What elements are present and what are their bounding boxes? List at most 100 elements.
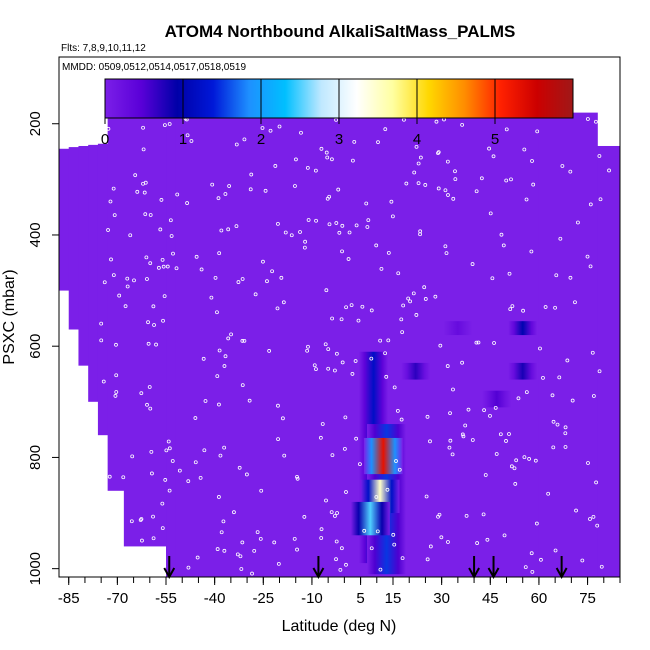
sample-dot xyxy=(162,294,167,299)
sample-dot xyxy=(238,554,243,559)
sample-dot xyxy=(240,383,245,388)
sample-dot xyxy=(174,266,179,271)
colorbar-tick-label-5: 5 xyxy=(491,131,499,148)
sample-dot xyxy=(588,264,593,269)
sample-dot xyxy=(433,294,438,299)
sample-dot xyxy=(170,459,175,463)
sample-dot xyxy=(482,408,486,413)
sample-dot xyxy=(563,445,568,449)
sample-dot xyxy=(554,273,559,278)
sample-dot xyxy=(141,181,145,186)
sample-dot xyxy=(333,514,337,518)
sample-dot xyxy=(219,228,224,233)
x-tick-label-8: 30 xyxy=(433,590,450,607)
feature-8 xyxy=(482,390,512,408)
sample-dot xyxy=(279,275,284,280)
sample-dot xyxy=(101,379,106,384)
sample-dot xyxy=(339,546,344,551)
sample-dot xyxy=(161,318,165,323)
sample-dot xyxy=(453,177,458,182)
sample-dot xyxy=(247,398,252,403)
sample-dot xyxy=(133,173,138,178)
x-tick-label-3: -40 xyxy=(204,590,226,607)
sample-dot xyxy=(143,212,148,217)
sample-dot xyxy=(167,122,172,126)
sample-dot xyxy=(198,475,203,480)
sample-dot xyxy=(541,376,545,380)
sample-dot xyxy=(319,146,324,151)
sample-dot xyxy=(145,568,149,572)
sample-dot xyxy=(240,540,245,545)
sample-dot xyxy=(222,445,227,450)
sample-dot xyxy=(151,514,155,519)
sample-dot xyxy=(324,150,329,155)
sample-dot xyxy=(553,305,557,310)
sample-dot xyxy=(446,540,450,544)
sample-dot xyxy=(364,201,369,206)
y-tick-label-2: 600 xyxy=(27,334,44,359)
sample-dot xyxy=(416,161,421,166)
sample-dot xyxy=(240,339,245,343)
sample-dot xyxy=(293,184,297,188)
value-features xyxy=(350,321,538,575)
sample-dot xyxy=(139,391,144,396)
sample-dots xyxy=(99,116,611,576)
sample-dot xyxy=(386,250,391,255)
sample-dot xyxy=(165,264,170,269)
sample-dot xyxy=(487,146,491,151)
sample-dot xyxy=(394,459,398,463)
sample-dot xyxy=(369,546,374,551)
sample-dot xyxy=(168,218,173,223)
sample-dot xyxy=(395,408,400,413)
sample-dot xyxy=(504,439,508,443)
sample-dot xyxy=(384,374,389,379)
sample-dot xyxy=(138,518,143,522)
sample-dot xyxy=(535,129,540,134)
sample-dot xyxy=(522,455,527,459)
sample-dot xyxy=(568,169,573,174)
curtain-segment-0 xyxy=(59,148,70,291)
sample-dot xyxy=(481,512,486,517)
sample-dot xyxy=(249,172,254,177)
sample-dot xyxy=(404,181,409,186)
sample-dot xyxy=(453,169,457,174)
sample-dot xyxy=(193,460,198,465)
sample-dot xyxy=(151,536,156,541)
sample-dot xyxy=(215,547,220,551)
sample-dot xyxy=(130,454,135,459)
sample-dot xyxy=(334,351,339,356)
sample-dot xyxy=(303,239,307,244)
sample-dot xyxy=(273,164,278,168)
sample-dot xyxy=(148,261,153,266)
sample-dot xyxy=(445,364,450,368)
sample-dot xyxy=(470,262,475,266)
sample-dot xyxy=(422,285,427,290)
sample-dot xyxy=(344,562,348,567)
sample-dot xyxy=(539,557,543,562)
sample-dot xyxy=(123,304,128,309)
sample-dot xyxy=(383,351,387,356)
sample-dot xyxy=(438,343,443,348)
sample-dot xyxy=(479,176,484,181)
sample-dot xyxy=(114,390,119,394)
curtain-segment-10 xyxy=(597,145,620,577)
colorbar-ticks: 0 1 2 3 4 5 xyxy=(101,79,499,148)
sample-dot xyxy=(560,164,565,168)
profile-marker-head-4 xyxy=(555,567,568,580)
sample-dot xyxy=(141,147,146,152)
sample-dot xyxy=(235,552,240,557)
sample-dot xyxy=(425,557,430,562)
sample-dot xyxy=(306,344,310,349)
sample-dot xyxy=(439,535,444,540)
sample-dot xyxy=(193,416,198,420)
sample-dot xyxy=(217,251,222,256)
sample-dot xyxy=(113,394,118,398)
sample-dot xyxy=(175,192,180,197)
sample-dot xyxy=(425,414,430,419)
sample-dot xyxy=(374,495,379,499)
sample-dot xyxy=(334,557,338,562)
sample-dot xyxy=(565,358,570,363)
sample-dot xyxy=(194,254,199,259)
sample-dot xyxy=(166,439,171,444)
